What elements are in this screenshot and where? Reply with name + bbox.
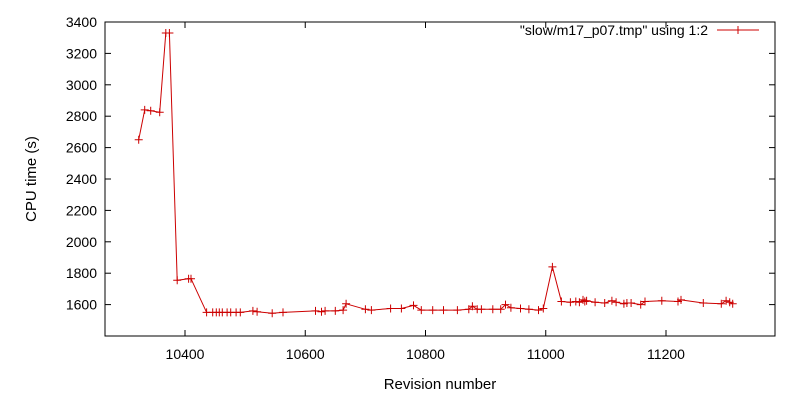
legend: "slow/m17_p07.tmp" using 1:2	[520, 22, 759, 38]
data-point	[607, 296, 616, 305]
y-tick-label: 3200	[66, 45, 97, 61]
data-point	[580, 297, 589, 306]
data-point	[566, 298, 575, 307]
data-point	[627, 299, 636, 307]
data-point	[728, 299, 737, 308]
data-point	[582, 296, 591, 305]
data-point	[557, 297, 566, 306]
data-point	[321, 306, 330, 315]
data-point	[439, 306, 448, 315]
data-point	[468, 302, 477, 311]
data-point	[173, 276, 182, 285]
data-point	[722, 296, 731, 305]
data-point	[253, 307, 262, 316]
axis-ticks	[105, 21, 775, 336]
data-point	[677, 295, 685, 304]
x-tick-label: 11200	[647, 346, 685, 362]
x-axis-label: Revision number	[384, 376, 497, 393]
y-tick-label: 1600	[66, 297, 97, 313]
data-point	[187, 274, 195, 283]
data-point	[367, 306, 376, 315]
y-axis-label: CPU time (s)	[23, 136, 40, 222]
data-point	[571, 297, 580, 306]
data-point	[342, 299, 351, 308]
y-tick-label: 2400	[66, 171, 97, 187]
data-point	[268, 309, 277, 318]
data-point	[539, 304, 548, 313]
data-point	[506, 303, 515, 312]
data-point	[155, 108, 164, 117]
data-point	[717, 299, 726, 308]
data-point	[331, 306, 340, 315]
data-point	[236, 308, 245, 317]
data-point	[428, 306, 437, 315]
series-markers	[134, 29, 737, 318]
data-point	[361, 305, 370, 314]
data-point	[453, 306, 462, 315]
data-point	[534, 306, 543, 315]
data-point	[488, 305, 497, 314]
x-tick-label: 10800	[406, 346, 445, 362]
data-point	[134, 135, 143, 144]
data-point	[548, 262, 557, 271]
data-point	[600, 299, 609, 307]
data-point	[516, 304, 525, 313]
data-point	[417, 306, 426, 315]
y-tick-label: 2800	[66, 108, 97, 124]
data-point	[397, 304, 406, 313]
y-tick-label: 2000	[66, 234, 97, 250]
y-tick-label: 3000	[66, 77, 97, 93]
axis-tick-labels: 1600 1800 2000 2200 2400 2600 2800 3000 3200 3400…	[66, 14, 685, 362]
plot-frame	[104, 21, 776, 337]
data-point	[641, 297, 649, 306]
y-tick-label: 2600	[66, 140, 97, 156]
data-point	[311, 306, 320, 315]
data-point	[699, 299, 708, 307]
data-point	[409, 301, 418, 310]
data-point	[317, 307, 326, 316]
legend-marker	[734, 26, 742, 34]
data-point	[524, 305, 533, 314]
data-point	[248, 306, 257, 315]
legend-label: "slow/m17_p07.tmp" using 1:2	[520, 22, 708, 38]
data-point	[339, 306, 348, 315]
data-point	[591, 298, 600, 307]
data-point	[657, 296, 666, 305]
data-point	[386, 304, 395, 313]
x-tick-label: 11000	[527, 346, 565, 362]
data-point	[279, 308, 287, 317]
x-tick-label: 10600	[286, 346, 325, 362]
y-tick-label: 3400	[66, 14, 97, 30]
data-point	[496, 305, 505, 314]
data-point	[579, 295, 587, 304]
data-point	[636, 300, 645, 309]
data-point	[477, 305, 486, 314]
y-tick-label: 1800	[66, 265, 97, 281]
data-point	[140, 105, 149, 114]
y-tick-label: 2200	[66, 202, 97, 218]
data-point	[146, 106, 155, 115]
x-tick-label: 10400	[166, 346, 205, 362]
series-line	[138, 32, 733, 314]
data-point	[165, 29, 174, 37]
data-point	[612, 298, 621, 307]
data-point	[501, 300, 510, 309]
